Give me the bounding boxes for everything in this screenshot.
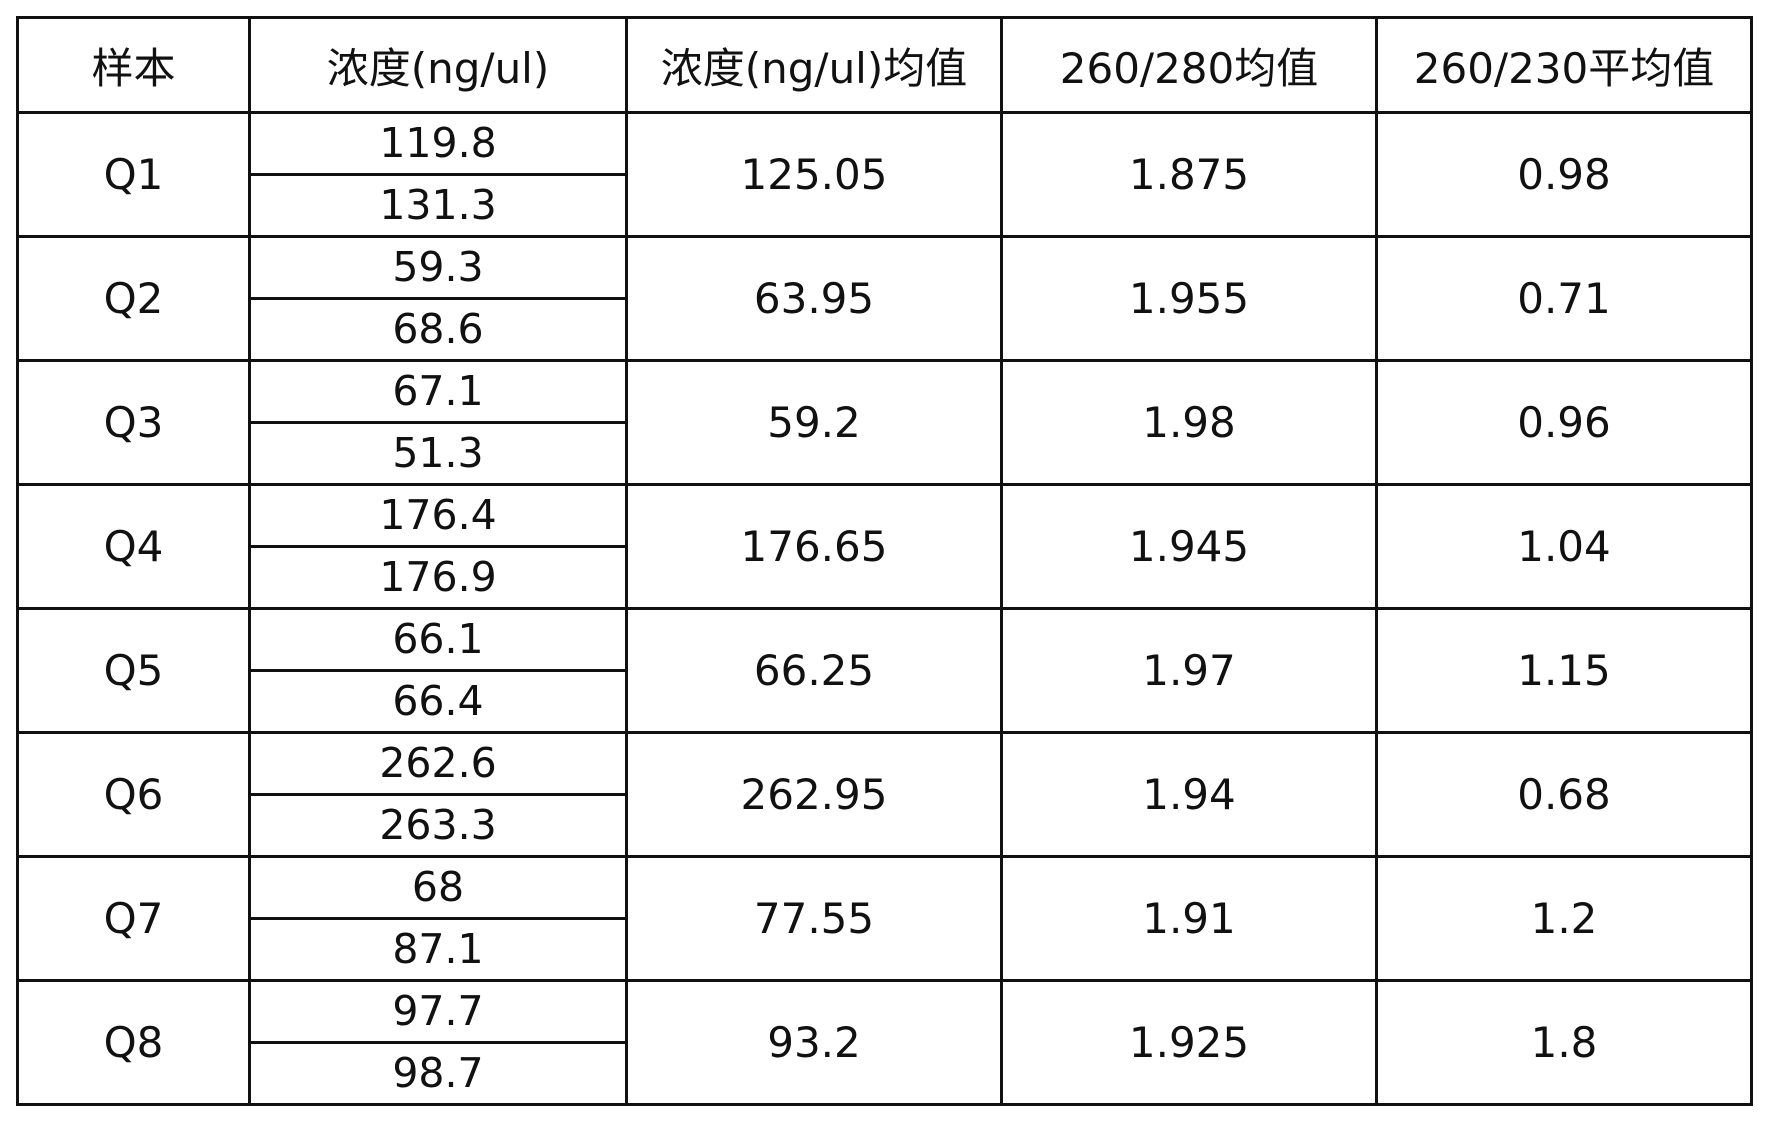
concentration-cell: 263.3 <box>248 793 628 858</box>
sample-cell: Q7 <box>16 855 251 982</box>
ratio-260-230-cell: 1.04 <box>1375 483 1753 610</box>
table-row: 176.9 <box>18 545 1752 610</box>
table-row: 263.3 <box>18 793 1752 858</box>
header-260-230-mean: 260/230平均值 <box>1375 16 1753 114</box>
concentration-mean-cell: 125.05 <box>625 111 1003 238</box>
concentration-cell: 87.1 <box>248 917 628 982</box>
concentration-mean-cell: 77.55 <box>625 855 1003 982</box>
ratio-260-280-cell: 1.94 <box>1000 731 1378 858</box>
ratio-260-230-cell: 0.98 <box>1375 111 1753 238</box>
header-concentration-mean: 浓度(ng/ul)均值 <box>625 16 1003 114</box>
concentration-mean-cell: 66.25 <box>625 607 1003 734</box>
table-row: Q4 176.4 176.65 1.945 1.04 <box>16 483 1753 610</box>
concentration-mean-cell: 93.2 <box>625 979 1003 1106</box>
ratio-260-230-cell: 1.2 <box>1375 855 1753 982</box>
table-row: Q7 68 77.55 1.91 1.2 <box>16 855 1753 982</box>
concentration-cell: 68.6 <box>248 297 628 362</box>
concentration-mean-cell: 262.95 <box>625 731 1003 858</box>
table-row: Q8 97.7 93.2 1.925 1.8 <box>16 979 1753 1106</box>
concentration-cell: 66.1 <box>248 607 628 672</box>
header-concentration: 浓度(ng/ul) <box>248 16 628 114</box>
data-table: 样本 浓度(ng/ul) 浓度(ng/ul)均值 260/280均值 260/2… <box>16 16 1753 1106</box>
concentration-cell: 131.3 <box>248 173 628 238</box>
table-row: 87.1 <box>18 917 1752 982</box>
concentration-cell: 176.4 <box>248 483 628 548</box>
concentration-cell: 66.4 <box>248 669 628 734</box>
table-row: 68.6 <box>18 297 1752 362</box>
header-sample: 样本 <box>16 16 251 114</box>
ratio-260-230-cell: 0.71 <box>1375 235 1753 362</box>
concentration-cell: 262.6 <box>248 731 628 796</box>
concentration-cell: 67.1 <box>248 359 628 424</box>
concentration-cell: 176.9 <box>248 545 628 610</box>
ratio-260-280-cell: 1.925 <box>1000 979 1378 1106</box>
concentration-cell: 97.7 <box>248 979 628 1044</box>
table-row: Q2 59.3 63.95 1.955 0.71 <box>16 235 1753 362</box>
table-row: Q6 262.6 262.95 1.94 0.68 <box>16 731 1753 858</box>
sample-cell: Q3 <box>16 359 251 486</box>
sample-cell: Q6 <box>16 731 251 858</box>
ratio-260-230-cell: 1.8 <box>1375 979 1753 1106</box>
ratio-260-230-cell: 1.15 <box>1375 607 1753 734</box>
sample-cell: Q2 <box>16 235 251 362</box>
header-260-280-mean: 260/280均值 <box>1000 16 1378 114</box>
table-row: 51.3 <box>18 421 1752 486</box>
concentration-cell: 51.3 <box>248 421 628 486</box>
ratio-260-230-cell: 0.96 <box>1375 359 1753 486</box>
sample-cell: Q8 <box>16 979 251 1106</box>
table-row: 66.4 <box>18 669 1752 734</box>
table-row: 98.7 <box>18 1041 1752 1106</box>
sample-cell: Q4 <box>16 483 251 610</box>
ratio-260-280-cell: 1.97 <box>1000 607 1378 734</box>
table-row: Q3 67.1 59.2 1.98 0.96 <box>16 359 1753 486</box>
ratio-260-230-cell: 0.68 <box>1375 731 1753 858</box>
concentration-mean-cell: 176.65 <box>625 483 1003 610</box>
sample-cell: Q1 <box>16 111 251 238</box>
concentration-cell: 119.8 <box>248 111 628 176</box>
ratio-260-280-cell: 1.945 <box>1000 483 1378 610</box>
table-row: Q1 119.8 125.05 1.875 0.98 <box>16 111 1753 238</box>
concentration-cell: 68 <box>248 855 628 920</box>
concentration-mean-cell: 59.2 <box>625 359 1003 486</box>
ratio-260-280-cell: 1.91 <box>1000 855 1378 982</box>
table-row: 131.3 <box>18 173 1752 238</box>
sample-cell: Q5 <box>16 607 251 734</box>
ratio-260-280-cell: 1.875 <box>1000 111 1378 238</box>
table-row: Q5 66.1 66.25 1.97 1.15 <box>16 607 1753 734</box>
ratio-260-280-cell: 1.955 <box>1000 235 1378 362</box>
concentration-cell: 59.3 <box>248 235 628 300</box>
ratio-260-280-cell: 1.98 <box>1000 359 1378 486</box>
concentration-mean-cell: 63.95 <box>625 235 1003 362</box>
header-row: 样本 浓度(ng/ul) 浓度(ng/ul)均值 260/280均值 260/2… <box>16 16 1753 114</box>
concentration-cell: 98.7 <box>248 1041 628 1106</box>
